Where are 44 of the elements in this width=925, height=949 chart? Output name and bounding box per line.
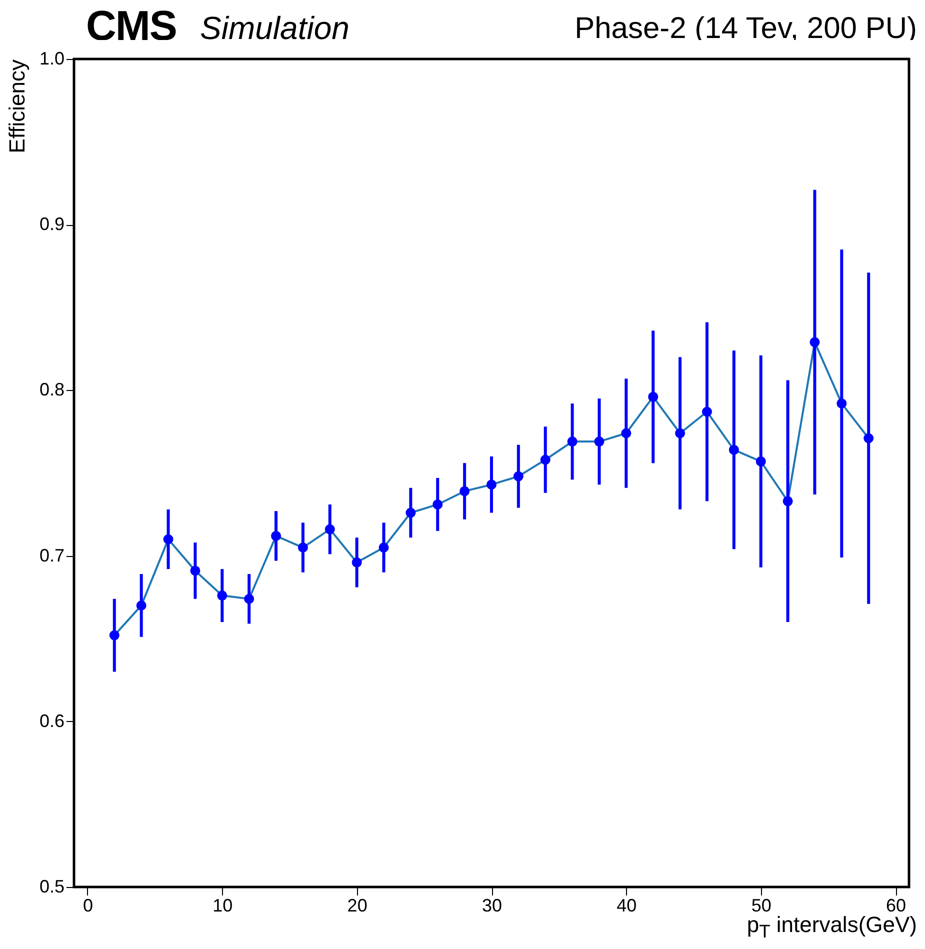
point: [378, 542, 389, 553]
y-tick-label: 0.5: [39, 876, 64, 896]
point: [460, 486, 470, 496]
point: [217, 590, 228, 601]
point: [836, 398, 847, 408]
point: [513, 471, 524, 482]
x-tick-label: 0: [82, 896, 93, 916]
point: [109, 630, 120, 640]
y-tick-label: 0.8: [39, 380, 64, 400]
point: [406, 508, 416, 518]
y-tick-label: 0.6: [39, 710, 64, 731]
point: [675, 428, 686, 438]
point: [728, 444, 739, 455]
point: [271, 530, 282, 541]
y-tick-label: 0.7: [39, 545, 64, 566]
y-axis-title: Efficiency: [4, 60, 30, 154]
point: [594, 436, 604, 447]
x-tick-label: 40: [616, 896, 637, 916]
point: [352, 557, 362, 568]
point: [864, 433, 874, 444]
point: [540, 454, 550, 465]
point: [648, 392, 658, 402]
point: [702, 406, 712, 417]
y-tick-label: 1.0: [39, 48, 64, 68]
x-tick-label: 10: [212, 896, 233, 916]
text: Phase-2 (14 Tev, 200 PU): [574, 12, 917, 46]
point: [486, 480, 496, 490]
point: [136, 600, 146, 610]
point: [163, 534, 174, 544]
y-tick-label: 0.9: [39, 214, 64, 234]
chart-subtitle: Simulation: [200, 10, 350, 47]
point: [782, 496, 793, 506]
point: [298, 542, 308, 553]
point: [810, 337, 820, 348]
chart-title: CMS: [86, 2, 176, 50]
point: [244, 594, 254, 604]
point: [432, 499, 443, 510]
x-tick-label: 20: [347, 896, 368, 916]
point: [621, 428, 632, 438]
x-tick-label: 30: [482, 896, 502, 916]
point: [324, 524, 335, 534]
point: [567, 436, 578, 447]
point: [756, 456, 766, 466]
point: [190, 566, 200, 576]
